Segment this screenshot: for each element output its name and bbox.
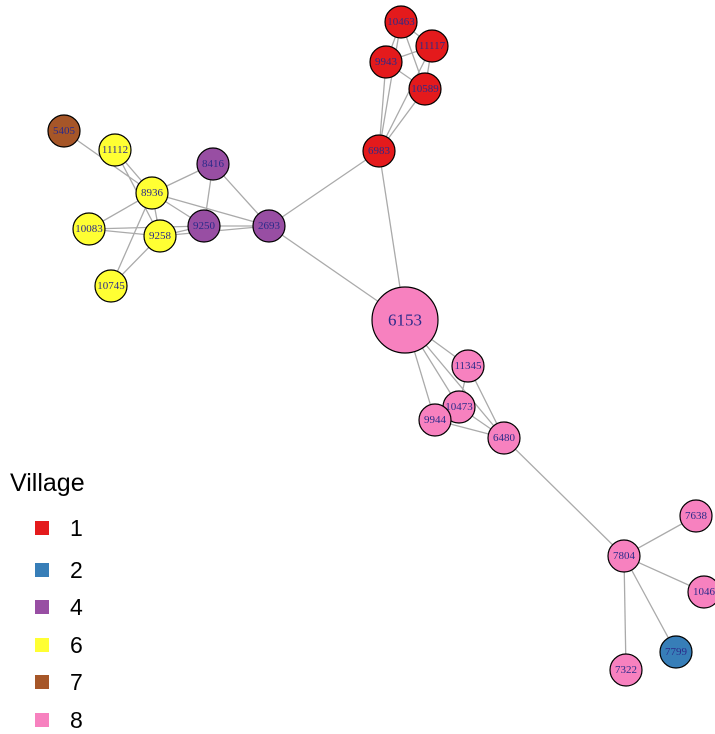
- node: [94, 269, 128, 303]
- node-label: 2693: [258, 220, 281, 232]
- node: [371, 286, 439, 354]
- node: [98, 133, 132, 167]
- node-label: 7322: [615, 664, 637, 676]
- node: [47, 114, 81, 148]
- node: [659, 635, 693, 669]
- legend-label: 4: [70, 594, 83, 620]
- node: [384, 5, 418, 39]
- node-label: 6153: [388, 311, 422, 330]
- node-label: 11112: [102, 144, 128, 156]
- node: [72, 212, 106, 246]
- node-label: 8416: [202, 158, 225, 170]
- node-label: 11117: [419, 40, 446, 52]
- node: [369, 45, 403, 79]
- node: [679, 499, 713, 533]
- legend-swatch: [35, 713, 49, 727]
- node-label: 10083: [75, 223, 103, 235]
- node-label: 10745: [97, 280, 125, 292]
- node: [415, 29, 449, 63]
- edge: [623, 555, 627, 671]
- node: [196, 147, 230, 181]
- legend: Village 1 2 4 6 7 8: [10, 469, 85, 733]
- legend-swatch: [35, 521, 49, 535]
- node: [687, 575, 715, 609]
- node-label: 7638: [685, 510, 708, 522]
- legend-swatch: [35, 563, 49, 577]
- node-label: 9250: [193, 220, 216, 232]
- node-label: 11345: [454, 360, 482, 372]
- node-label: 6480: [493, 432, 516, 444]
- node-label: 8936: [141, 187, 164, 199]
- node-label: 9944: [424, 414, 447, 426]
- node: [362, 134, 396, 168]
- node-label: 10589: [411, 83, 439, 95]
- edge: [503, 437, 625, 557]
- edge: [151, 192, 270, 227]
- node-label: 9258: [149, 230, 172, 242]
- legend-swatch: [35, 638, 49, 652]
- node: [487, 421, 521, 455]
- edge: [623, 555, 677, 653]
- node-label: 5405: [53, 125, 76, 137]
- edge: [378, 21, 402, 152]
- node: [135, 176, 169, 210]
- node-label: 10463: [387, 16, 415, 28]
- node: [187, 209, 221, 243]
- node: [252, 209, 286, 243]
- legend-label: 2: [70, 557, 83, 583]
- nodes: 10463 11117 9943 10589 6983 6153 11345 10473994…: [47, 5, 715, 687]
- node-label: 6983: [368, 145, 391, 157]
- edge: [268, 150, 380, 227]
- legend-swatch: [35, 600, 49, 614]
- legend-label: 8: [70, 707, 83, 733]
- edge: [378, 45, 433, 152]
- node: [607, 539, 641, 573]
- legend-label: 6: [70, 632, 83, 658]
- legend-label: 7: [70, 669, 83, 695]
- node-label: 1046: [693, 586, 715, 598]
- node: [451, 349, 485, 383]
- node: [143, 219, 177, 253]
- legend-swatch: [35, 675, 49, 689]
- node-label: 10473: [445, 401, 473, 413]
- node: [609, 653, 643, 687]
- node-label: 7799: [665, 646, 688, 658]
- node: [408, 72, 442, 106]
- node: [418, 403, 452, 437]
- legend-title: Village: [10, 469, 85, 497]
- legend-label: 1: [70, 515, 83, 541]
- node-label: 9943: [375, 56, 398, 68]
- node-label: 7804: [613, 550, 636, 562]
